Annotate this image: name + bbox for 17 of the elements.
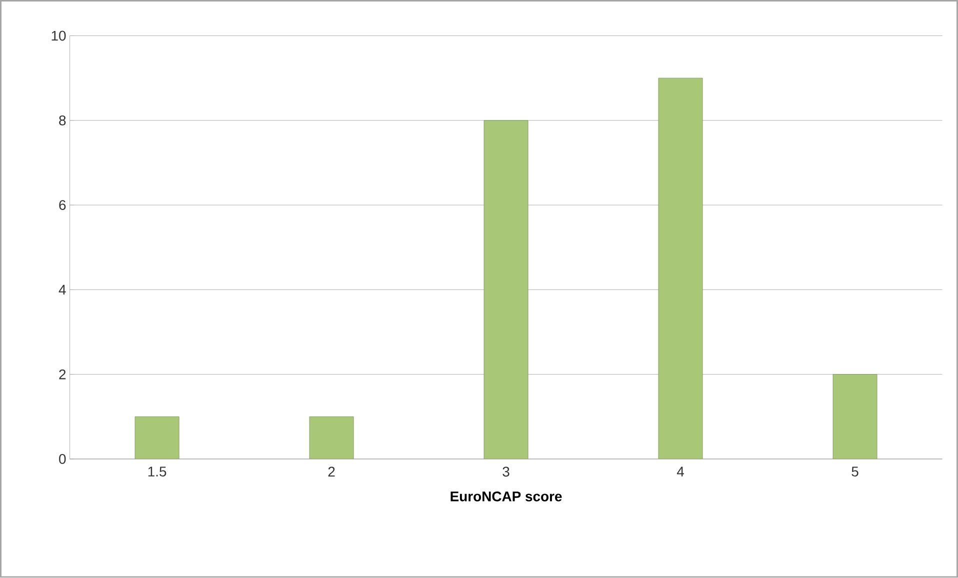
y-tick-label: 2 xyxy=(59,370,66,380)
bar xyxy=(484,120,528,460)
bar xyxy=(658,78,703,460)
x-tick-label: 2 xyxy=(328,466,335,477)
y-tick-label: 8 xyxy=(59,116,66,126)
y-tick-label: 0 xyxy=(59,454,66,464)
bar xyxy=(309,416,354,460)
y-tick-label: 6 xyxy=(59,200,66,210)
x-tick-label: 3 xyxy=(502,466,510,477)
x-tick-label: 4 xyxy=(676,466,684,476)
x-axis-title: EuroNCAP score xyxy=(450,492,562,502)
y-tick-label: 10 xyxy=(52,30,66,41)
x-tick-label: 5 xyxy=(852,466,858,477)
x-tick-label: 1.5 xyxy=(148,466,166,477)
bar xyxy=(134,416,180,460)
bar xyxy=(832,374,878,460)
y-tick-label: 4 xyxy=(58,284,66,295)
